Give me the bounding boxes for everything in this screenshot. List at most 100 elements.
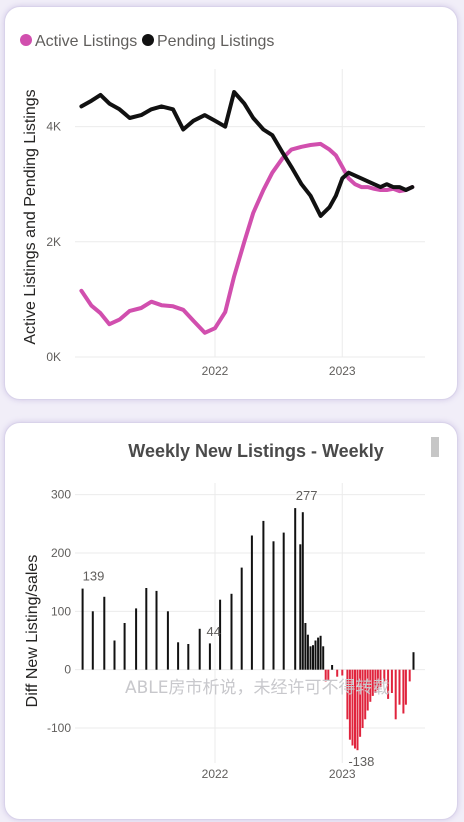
bar[interactable]: [317, 637, 320, 670]
bar[interactable]: [304, 623, 307, 670]
y-tick-label: 200: [51, 546, 71, 560]
bar[interactable]: [113, 640, 116, 670]
weekly-bar-chart: Weekly New Listings - Weekly Diff New Li…: [24, 437, 439, 781]
bar[interactable]: [356, 669, 359, 751]
bar[interactable]: [341, 669, 344, 676]
active-listings-line[interactable]: [79, 141, 415, 335]
legend[interactable]: Active Listings Pending Listings: [20, 33, 274, 50]
bar[interactable]: [282, 532, 285, 670]
y-tick-label: 0K: [46, 350, 61, 364]
bar[interactable]: [336, 669, 339, 677]
bar[interactable]: [346, 669, 349, 720]
bar[interactable]: [379, 669, 382, 688]
bar[interactable]: [319, 635, 322, 670]
bar[interactable]: [81, 588, 84, 670]
bar[interactable]: [402, 669, 405, 714]
legend-label-pending: Pending Listings: [157, 33, 274, 50]
bar[interactable]: [354, 669, 356, 749]
x-axis-ticks: 2022 2023: [202, 364, 356, 378]
pending-listings-line[interactable]: [79, 90, 415, 218]
series-lines: [79, 90, 415, 335]
gridlines: [75, 483, 425, 763]
bar[interactable]: [376, 669, 379, 691]
x-axis-ticks: 2022 2023: [202, 767, 356, 781]
bar[interactable]: [390, 669, 393, 693]
bar[interactable]: [394, 669, 397, 720]
bar[interactable]: [103, 596, 106, 670]
y-tick-label: 300: [51, 488, 71, 502]
y-axis-ticks: 0K 2K 4K: [46, 120, 61, 364]
weekly-listings-chart-card: Weekly New Listings - Weekly Diff New Li…: [4, 422, 458, 820]
bar[interactable]: [230, 593, 233, 670]
bar[interactable]: [408, 669, 411, 682]
bar[interactable]: [387, 669, 390, 699]
bar[interactable]: [348, 669, 351, 740]
bar[interactable]: [262, 520, 265, 670]
y-tick-label: 0: [64, 663, 71, 677]
bar[interactable]: [322, 646, 325, 670]
y-tick-label: 100: [51, 604, 71, 618]
bar[interactable]: [155, 590, 158, 670]
bar[interactable]: [364, 669, 367, 720]
data-label: -138: [348, 754, 374, 769]
x-tick-label: 2022: [202, 767, 229, 781]
scrollbar-thumb[interactable]: [431, 437, 439, 457]
bar[interactable]: [177, 642, 180, 670]
bar[interactable]: [299, 544, 302, 670]
y-axis-title: Active Listings and Pending Listings: [22, 89, 39, 344]
bar[interactable]: [123, 623, 126, 670]
bar[interactable]: [250, 535, 253, 670]
bar[interactable]: [359, 669, 362, 737]
x-tick-label: 2023: [329, 767, 356, 781]
bar[interactable]: [361, 669, 364, 728]
bars: [81, 508, 415, 751]
bar[interactable]: [187, 644, 190, 670]
listings-line-chart: Active Listings Pending Listings Active …: [20, 33, 425, 378]
bar[interactable]: [351, 669, 354, 746]
watermark: ABLE房市析说，未经许可不得转载: [125, 678, 390, 698]
bar[interactable]: [166, 611, 169, 670]
chart-title: Weekly New Listings - Weekly: [128, 441, 383, 461]
bar[interactable]: [240, 567, 243, 670]
bar[interactable]: [208, 643, 211, 670]
x-tick-label: 2023: [329, 364, 356, 378]
data-label: 277: [296, 488, 318, 503]
bar[interactable]: [371, 669, 374, 696]
data-labels: 139 44 277 -138: [83, 488, 375, 769]
data-label: 139: [83, 569, 105, 584]
bar[interactable]: [412, 652, 415, 670]
bar[interactable]: [135, 608, 138, 670]
bar[interactable]: [369, 669, 372, 702]
legend-marker-pending: [142, 34, 154, 46]
bar[interactable]: [398, 669, 401, 705]
bar[interactable]: [314, 640, 317, 670]
gridlines: [75, 69, 425, 358]
x-tick-label: 2022: [202, 364, 229, 378]
listings-chart-card: Active Listings Pending Listings Active …: [4, 6, 458, 400]
y-tick-label: -100: [47, 721, 71, 735]
y-tick-label: 4K: [46, 120, 61, 134]
data-label: 44: [206, 624, 220, 639]
bar[interactable]: [272, 541, 275, 670]
bar[interactable]: [366, 669, 369, 711]
bar[interactable]: [324, 669, 327, 682]
legend-marker-active: [20, 34, 32, 46]
bar[interactable]: [374, 669, 377, 693]
bar[interactable]: [383, 669, 386, 682]
bar[interactable]: [331, 665, 334, 670]
bar[interactable]: [306, 634, 309, 670]
bar[interactable]: [327, 669, 330, 681]
bar[interactable]: [219, 599, 222, 670]
bar[interactable]: [312, 645, 314, 670]
y-tick-label: 2K: [46, 235, 61, 249]
bar[interactable]: [198, 628, 201, 670]
bar[interactable]: [301, 512, 304, 670]
bar[interactable]: [404, 669, 407, 705]
bar[interactable]: [309, 646, 312, 670]
legend-label-active: Active Listings: [35, 33, 137, 50]
bar[interactable]: [145, 588, 148, 670]
y-axis-ticks: 300 200 100 0 -100: [47, 488, 71, 735]
y-axis-title: Diff New Listing/sales: [24, 555, 41, 708]
bar[interactable]: [91, 611, 94, 670]
bar[interactable]: [294, 508, 297, 670]
